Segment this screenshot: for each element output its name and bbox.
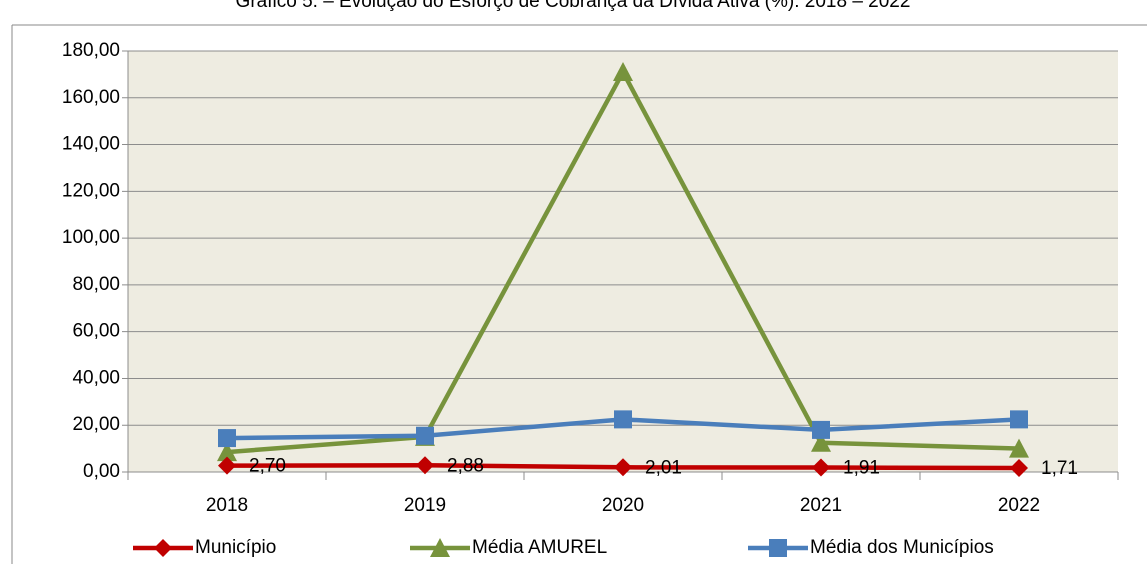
data-label: 2,70 <box>249 456 286 477</box>
data-label: 1,71 <box>1041 458 1078 479</box>
marker <box>1010 459 1028 478</box>
x-tick-label: 2020 <box>602 495 644 516</box>
marker <box>416 426 434 445</box>
marker <box>769 539 787 557</box>
marker <box>416 456 434 475</box>
x-tick-label: 2021 <box>800 495 842 516</box>
marker <box>613 62 633 82</box>
legend-label: Média AMUREL <box>472 537 607 558</box>
x-tick-label: 2019 <box>404 495 446 516</box>
x-tick-label: 2022 <box>998 495 1040 516</box>
plot-area <box>128 51 1118 472</box>
y-tick-label: 20,00 <box>72 414 120 435</box>
legend-label: Município <box>195 537 276 558</box>
y-tick-label: 60,00 <box>72 321 120 342</box>
data-label: 2,88 <box>447 455 484 476</box>
y-tick-label: 0,00 <box>83 461 120 482</box>
marker <box>218 456 236 475</box>
marker <box>430 538 450 557</box>
data-label: 1,91 <box>843 458 880 479</box>
x-tick-label: 2018 <box>206 495 248 516</box>
marker <box>1010 410 1028 429</box>
y-tick-label: 180,00 <box>62 40 120 61</box>
chart-title: Gráfico 5. – Evolução do Esforço de Cobr… <box>236 0 911 12</box>
marker <box>812 420 830 439</box>
marker <box>218 429 236 448</box>
y-tick-label: 140,00 <box>62 134 120 155</box>
legend-label: Média dos Municípios <box>810 537 994 558</box>
marker <box>1009 438 1029 458</box>
data-label: 2,01 <box>645 457 682 478</box>
marker <box>614 458 632 477</box>
y-tick-label: 40,00 <box>72 367 120 388</box>
y-tick-label: 160,00 <box>62 87 120 108</box>
marker <box>614 410 632 429</box>
marker <box>217 442 237 462</box>
marker <box>811 432 831 452</box>
y-tick-label: 100,00 <box>62 227 120 248</box>
y-tick-label: 120,00 <box>62 180 120 201</box>
marker <box>812 458 830 477</box>
marker <box>154 539 172 557</box>
y-tick-label: 80,00 <box>72 274 120 295</box>
